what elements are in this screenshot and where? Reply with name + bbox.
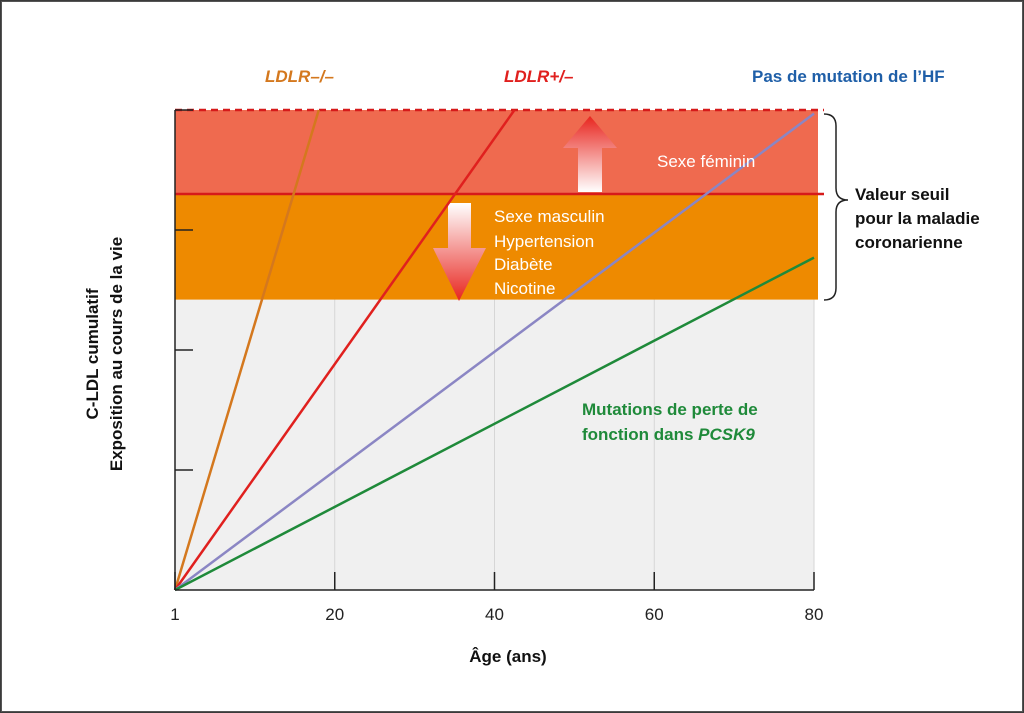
- x-tick-label-1: 20: [325, 605, 344, 624]
- x-tick-label-3: 60: [645, 605, 664, 624]
- series-line-0: [173, 109, 320, 591]
- arrows: [433, 116, 617, 301]
- threshold-label-3: coronarienne: [855, 233, 963, 252]
- lower-band: [175, 194, 818, 300]
- arrow-up-icon: [563, 116, 617, 192]
- female-label: Sexe féminin: [657, 152, 755, 171]
- x-tick-label-0: 1: [170, 605, 179, 624]
- y-axis-label: C-LDL cumulatif: [83, 288, 102, 419]
- upper-band: [175, 110, 818, 194]
- x-tick-label-4: 80: [805, 605, 824, 624]
- legend-pcsk9-line1: Mutations de perte de: [582, 400, 758, 419]
- legend-ldlr-hom: LDLR–/–: [265, 67, 335, 86]
- legend-pcsk9-text: fonction dans: [582, 425, 698, 444]
- axes: 1 20 40 60 80: [170, 109, 824, 624]
- series-line-3: [174, 256, 815, 592]
- risk-factor-1: Sexe masculin: [494, 207, 605, 226]
- series: [173, 109, 815, 592]
- risk-factor-3: Diabète: [494, 255, 553, 274]
- threshold-label-1: Valeur seuil: [855, 185, 950, 204]
- arrow-down-icon: [433, 203, 486, 301]
- legend-no-mutation: Pas de mutation de l’HF: [752, 67, 945, 86]
- bands: [175, 108, 824, 300]
- threshold-brace: [823, 113, 849, 301]
- x-tick-label-2: 40: [485, 605, 504, 624]
- risk-factor-4: Nicotine: [494, 279, 555, 298]
- legend-pcsk9-gene: PCSK9: [698, 425, 755, 444]
- threshold-label-2: pour la maladie: [855, 209, 980, 228]
- x-axis-label: Âge (ans): [469, 647, 546, 666]
- legend-pcsk9-line2: fonction dans PCSK9: [582, 425, 755, 444]
- risk-factor-2: Hypertension: [494, 232, 594, 251]
- legend-ldlr-het: LDLR+/–: [504, 67, 574, 86]
- series-line-1: [173, 109, 516, 591]
- y-axis-label-2: Exposition au cours de la vie: [107, 237, 126, 471]
- series-line-2: [174, 112, 815, 592]
